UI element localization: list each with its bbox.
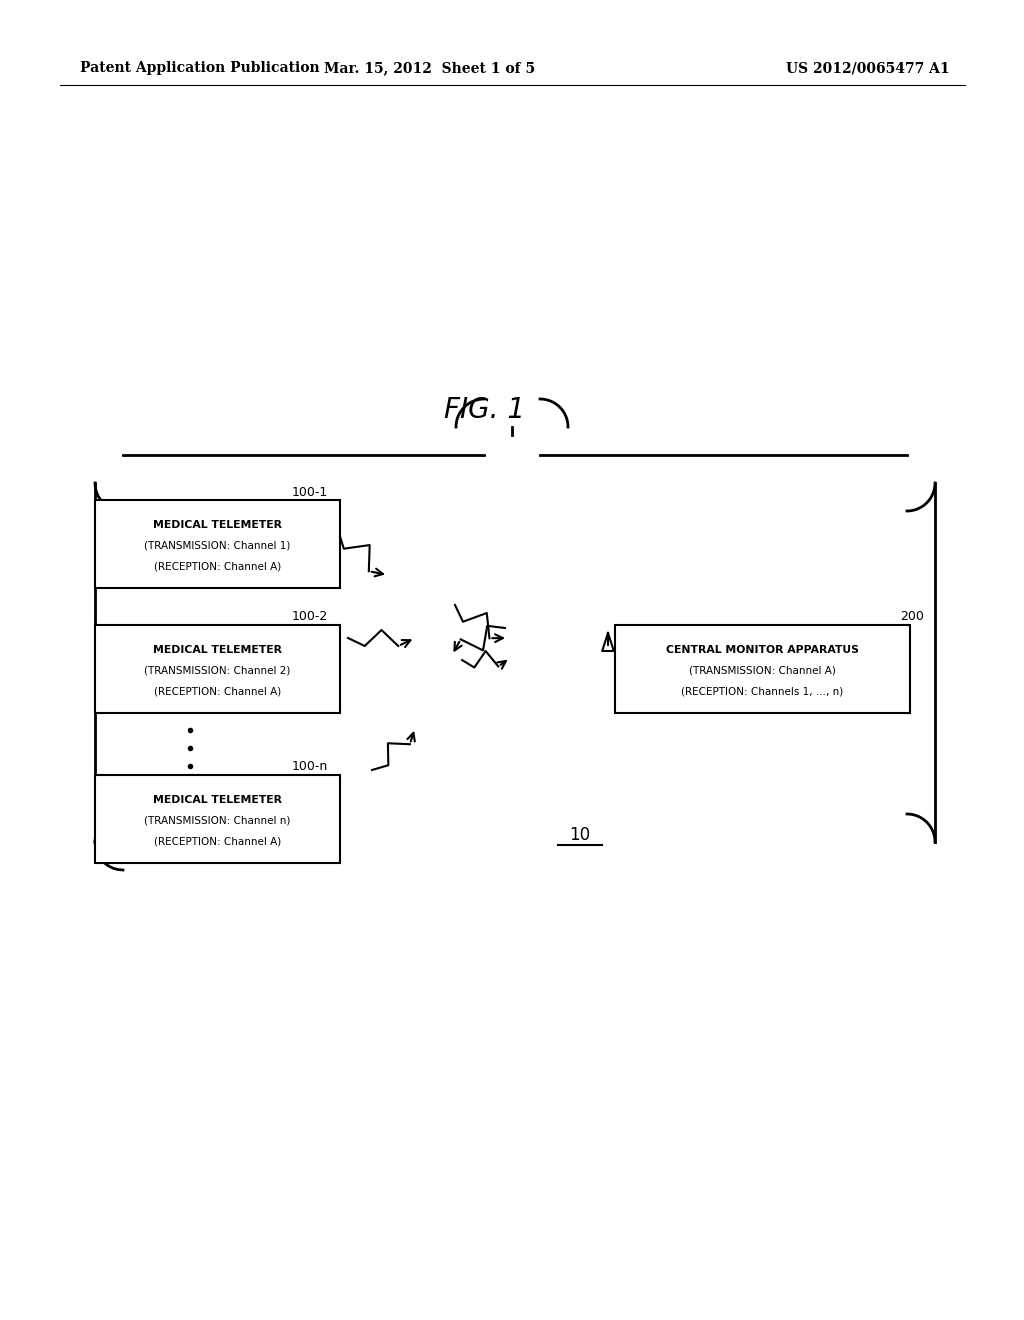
Text: (RECEPTION: Channel A): (RECEPTION: Channel A) bbox=[154, 837, 282, 847]
Text: 200: 200 bbox=[900, 610, 924, 623]
Text: Patent Application Publication: Patent Application Publication bbox=[80, 61, 319, 75]
Text: MEDICAL TELEMETER: MEDICAL TELEMETER bbox=[153, 644, 282, 655]
Text: (RECEPTION: Channels 1, ..., n): (RECEPTION: Channels 1, ..., n) bbox=[681, 686, 844, 697]
FancyBboxPatch shape bbox=[95, 775, 340, 863]
Text: MEDICAL TELEMETER: MEDICAL TELEMETER bbox=[153, 520, 282, 529]
Text: (TRANSMISSION: Channel 1): (TRANSMISSION: Channel 1) bbox=[144, 541, 291, 550]
Text: (TRANSMISSION: Channel A): (TRANSMISSION: Channel A) bbox=[689, 665, 836, 676]
Text: Mar. 15, 2012  Sheet 1 of 5: Mar. 15, 2012 Sheet 1 of 5 bbox=[325, 61, 536, 75]
Text: 100-1: 100-1 bbox=[292, 486, 328, 499]
FancyBboxPatch shape bbox=[95, 624, 340, 713]
Text: (TRANSMISSION: Channel n): (TRANSMISSION: Channel n) bbox=[144, 816, 291, 826]
Text: CENTRAL MONITOR APPARATUS: CENTRAL MONITOR APPARATUS bbox=[666, 644, 859, 655]
Text: FIG. 1: FIG. 1 bbox=[444, 396, 525, 424]
Text: 100-n: 100-n bbox=[292, 760, 328, 774]
Text: (RECEPTION: Channel A): (RECEPTION: Channel A) bbox=[154, 686, 282, 697]
Text: MEDICAL TELEMETER: MEDICAL TELEMETER bbox=[153, 795, 282, 805]
Text: (RECEPTION: Channel A): (RECEPTION: Channel A) bbox=[154, 562, 282, 572]
Text: (TRANSMISSION: Channel 2): (TRANSMISSION: Channel 2) bbox=[144, 665, 291, 676]
Text: 10: 10 bbox=[569, 826, 591, 843]
FancyBboxPatch shape bbox=[615, 624, 910, 713]
FancyBboxPatch shape bbox=[95, 500, 340, 587]
Text: 100-2: 100-2 bbox=[292, 610, 328, 623]
Text: US 2012/0065477 A1: US 2012/0065477 A1 bbox=[786, 61, 950, 75]
